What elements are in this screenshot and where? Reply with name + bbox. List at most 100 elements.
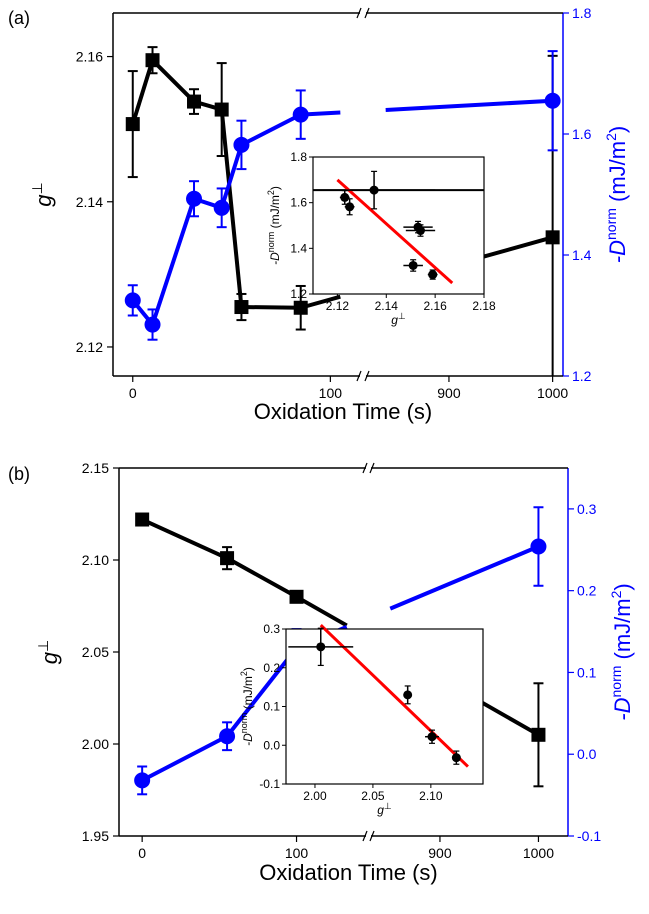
y-axis-title-right-end: ) <box>605 126 630 133</box>
y-tick-label-right: 1.4 <box>572 247 592 263</box>
y-axis-title-right-sup2: 2 <box>603 133 619 141</box>
data-point <box>186 190 203 207</box>
inset-y-tick-label: 1.4 <box>290 241 307 255</box>
series-line-segment <box>141 734 228 783</box>
series-line-segment <box>389 544 540 611</box>
data-point <box>213 199 230 216</box>
panel-label: (b) <box>8 464 30 484</box>
x-tick-label: 100 <box>285 845 309 861</box>
y-axis-title-right: -Dnorm (mJ/m2) <box>608 583 635 720</box>
series-line-segment <box>385 98 553 112</box>
y-axis-title-right-sup: norm <box>608 666 624 698</box>
inset-y-tick-label: 1.8 <box>290 150 307 164</box>
inset-data-point <box>403 690 413 700</box>
inset-x-axis-title-main: g <box>377 803 384 817</box>
inset-y-tick-label: 0.2 <box>263 661 280 675</box>
y-tick-label-left: 2.12 <box>76 339 103 355</box>
x-tick-label: 1000 <box>523 845 554 861</box>
panel-label: (a) <box>8 8 30 28</box>
y-tick-label-left: 2.00 <box>82 736 109 752</box>
x-tick-label: 100 <box>319 385 343 401</box>
y-tick-label-right: 1.8 <box>572 5 592 21</box>
inset-y-title-sup: norm <box>239 713 249 734</box>
inset-y-tick-label: 0.3 <box>263 622 280 636</box>
inset-x-axis-title-sup: ⊥ <box>398 311 406 321</box>
y-tick-label-right: 0.1 <box>577 664 597 680</box>
y-axis-title-right: -Dnorm (mJ/m2) <box>603 126 630 263</box>
inset-fit-line <box>319 624 469 768</box>
data-point <box>293 300 308 315</box>
series-line-segment <box>219 144 244 209</box>
data-point <box>145 53 160 68</box>
inset-x-axis-title-sup: ⊥ <box>384 801 392 811</box>
axis-break-mark <box>356 370 362 382</box>
inset-y-tick-label: 0.0 <box>263 738 280 752</box>
inset-y-title-main: -D <box>268 252 282 265</box>
y-axis-title-right-unit: (mJ/m <box>605 141 630 208</box>
data-point <box>545 230 560 245</box>
axis-break-mark <box>364 7 370 19</box>
inset-data-point <box>316 642 326 652</box>
data-point <box>292 106 309 123</box>
inset-x-tick-label: 2.18 <box>472 299 496 313</box>
x-tick-label: 0 <box>129 385 137 401</box>
y-axis-title-sup: ⊥ <box>29 182 45 194</box>
inset-frame <box>312 156 485 295</box>
series-line-segment <box>226 556 298 599</box>
data-point <box>531 727 546 742</box>
inset-y-tick-label: 0.1 <box>263 700 280 714</box>
y-tick-label-right: 0.0 <box>577 746 597 762</box>
series-line-segment <box>295 595 348 628</box>
y-axis-title-right-main: -D <box>610 697 635 720</box>
axis-break-mark <box>362 462 368 474</box>
inset-y-title-sup2: 2 <box>266 190 276 195</box>
inset-data-point <box>415 226 425 236</box>
x-tick-label: 0 <box>138 845 146 861</box>
y-axis-title-main: g <box>31 194 56 207</box>
y-tick-label-right: 0.3 <box>577 501 597 517</box>
y-tick-label-right: 1.2 <box>572 368 592 384</box>
inset-y-title-end: ) <box>268 186 282 190</box>
inset-y-tick-label: 1.2 <box>290 287 307 301</box>
inset-x-tick-label: 2.14 <box>375 299 399 313</box>
x-axis-title: Oxidation Time (s) <box>259 860 438 885</box>
data-point <box>220 551 235 566</box>
data-point <box>144 316 161 333</box>
y-axis-title-left: g⊥ <box>29 182 56 206</box>
data-point <box>135 512 150 527</box>
inset-data-point <box>451 753 461 763</box>
y-tick-label-right: 0.2 <box>577 583 597 599</box>
data-point <box>234 300 249 315</box>
inset-fit-line <box>336 178 454 285</box>
data-point <box>187 94 202 109</box>
axis-break-mark <box>369 462 375 474</box>
inset-x-tick-label: 2.00 <box>303 789 327 803</box>
data-point <box>219 728 236 745</box>
inset-data-point <box>408 260 418 270</box>
series-line-segment <box>241 305 301 310</box>
inset-data-point <box>427 732 437 742</box>
inset-y-title-unit: (mJ/m <box>241 676 255 713</box>
inset-y-title-unit: (mJ/m <box>268 195 282 232</box>
y-axis-title-right-main: -D <box>605 240 630 263</box>
y-tick-label-left: 1.95 <box>82 828 109 844</box>
x-tick-label: 900 <box>437 385 461 401</box>
inset-y-title-end: ) <box>241 667 255 671</box>
series-line-segment <box>240 112 302 147</box>
y-axis-title-left: g⊥ <box>35 640 62 664</box>
axis-break-mark <box>362 830 368 842</box>
axis-break-mark <box>356 7 362 19</box>
y-axis-title-sup: ⊥ <box>35 640 51 652</box>
data-point <box>124 292 141 309</box>
data-point <box>289 589 304 604</box>
inset-data-point <box>345 202 355 212</box>
inset-y-axis-title: -Dnorm (mJ/m2) <box>239 667 255 746</box>
inset-y-title-main: -D <box>241 733 255 746</box>
series-line-segment <box>130 59 155 125</box>
axis-break-mark <box>369 830 375 842</box>
x-tick-label: 900 <box>428 845 452 861</box>
inset-x-tick-label: 2.10 <box>419 789 443 803</box>
inset-y-title-sup2: 2 <box>239 671 249 676</box>
data-point <box>134 772 151 789</box>
